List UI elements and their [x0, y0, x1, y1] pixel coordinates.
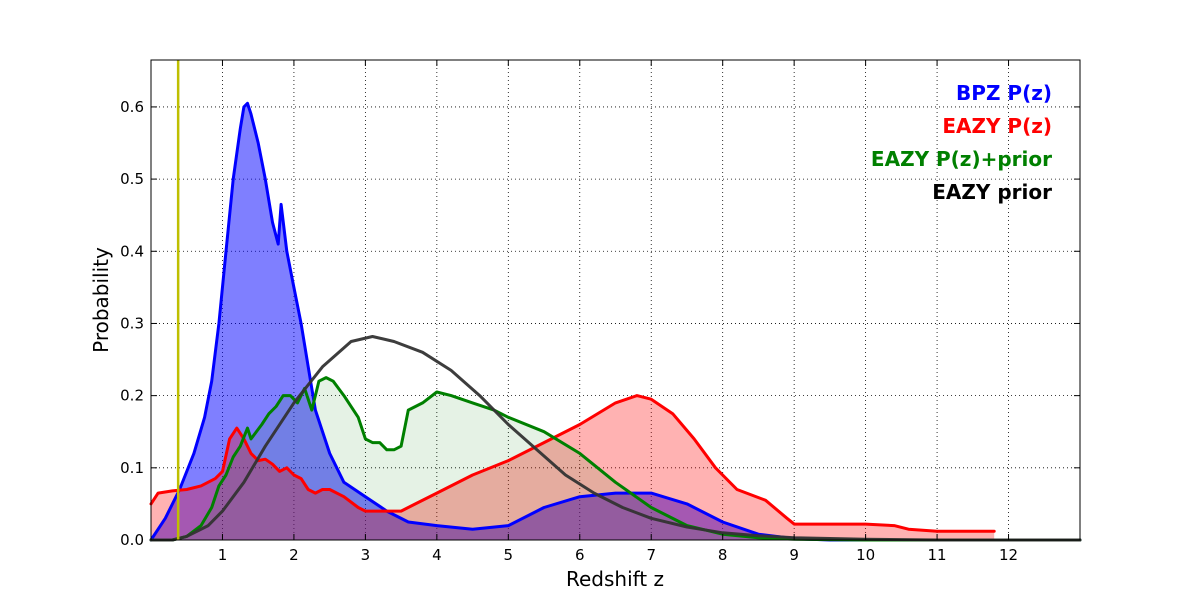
- x-tick-label: 9: [789, 546, 799, 564]
- x-tick-label: 11: [928, 546, 947, 564]
- x-tick-label: 3: [361, 546, 371, 564]
- y-tick-label: 0.3: [120, 314, 144, 332]
- tick-layer: 1 2 3 4 5 6 7 8 9 10 11 120.00.10.20.30.40.50.6: [120, 60, 1080, 564]
- line-layer: [149, 101, 1082, 542]
- y-tick-label: 0.4: [120, 242, 144, 260]
- series-line-eazy-p-z-prior: [149, 376, 1082, 542]
- series-fill-eazy-p-z-prior: [151, 377, 1080, 540]
- grid-layer: [151, 60, 1080, 541]
- series-fill-eazy-p-z: [151, 395, 995, 540]
- legend-entry-eazy-prior: EAZY prior: [932, 180, 1052, 204]
- y-tick-label: 0.5: [120, 170, 144, 188]
- x-tick-label: 6: [575, 546, 585, 564]
- x-tick-label: 7: [646, 546, 656, 564]
- y-tick-label: 0.2: [120, 387, 144, 405]
- legend-entry-eazy-p-z-prior: EAZY P(z)+prior: [871, 147, 1052, 171]
- y-tick-label: 0.0: [120, 531, 144, 549]
- x-tick-label: 12: [999, 546, 1018, 564]
- x-tick-label: 8: [718, 546, 728, 564]
- fill-layer: [151, 103, 1080, 541]
- x-tick-label: 10: [856, 546, 875, 564]
- y-axis-title: Probability: [89, 247, 113, 353]
- series-line-bpz-p-z: [149, 101, 1082, 542]
- x-tick-label: 5: [504, 546, 514, 564]
- x-tick-label: 1: [218, 546, 228, 564]
- series-line-eazy-p-z: [149, 394, 996, 533]
- legend-entry-eazy-p-z: EAZY P(z): [942, 114, 1052, 138]
- series-line-eazy-prior: [149, 335, 1082, 542]
- legend-entry-bpz-p-z: BPZ P(z): [956, 81, 1052, 105]
- legend: BPZ P(z) EAZY P(z) EAZY P(z)+prior EAZY pri…: [871, 81, 1052, 204]
- x-tick-label: 4: [432, 546, 442, 564]
- x-tick-label: 2: [289, 546, 299, 564]
- plot-frame: [150, 59, 1081, 541]
- series-fill-bpz-p-z: [151, 103, 1080, 541]
- x-axis-title: Redshift z: [566, 567, 664, 591]
- y-tick-label: 0.6: [120, 98, 144, 116]
- y-tick-label: 0.1: [120, 459, 144, 477]
